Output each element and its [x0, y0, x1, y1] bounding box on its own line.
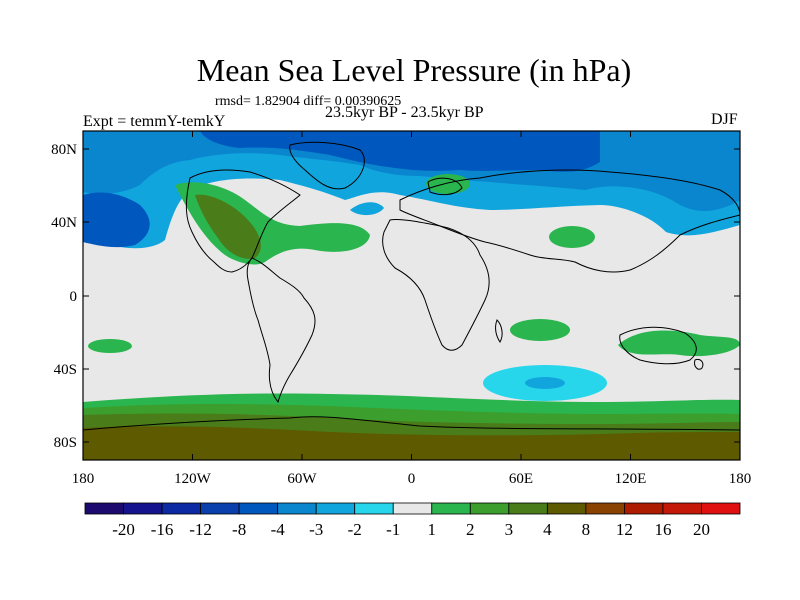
colorbar-swatch	[392, 502, 433, 515]
pressure-field	[83, 131, 740, 460]
period-subtitle: 23.5kyr BP - 23.5kyr BP	[325, 104, 484, 121]
lat-tick-80s: 80S	[54, 435, 77, 451]
stats-subtitle: rmsd= 1.82904 diff= 0.00390625	[215, 94, 402, 109]
colorbar-swatch	[315, 502, 356, 515]
coastlines	[83, 141, 740, 431]
colorbar-label: -16	[151, 520, 174, 539]
experiment-label: Expt = temmY-temkY	[83, 113, 226, 130]
colorbar-label: 12	[616, 520, 633, 539]
colorbar-swatch	[469, 502, 510, 515]
colorbar-swatch	[84, 502, 124, 515]
colorbar-label: -1	[386, 520, 400, 539]
colorbar-swatch	[624, 502, 664, 515]
colorbar-swatch	[123, 502, 163, 515]
southern-indian-low-core	[525, 377, 565, 389]
colorbar-label: 2	[466, 520, 475, 539]
lon-tick-120w: 120W	[174, 471, 212, 487]
north-anomaly-strong	[200, 131, 600, 172]
colorbar-label: -4	[271, 520, 286, 539]
colorbar-label: -3	[309, 520, 323, 539]
lon-tick-60w: 60W	[287, 471, 317, 487]
central-asia-positive	[549, 226, 595, 248]
map-title: Mean Sea Level Pressure (in hPa)	[196, 52, 632, 88]
colorbar-swatch	[701, 502, 741, 515]
north-pacific-low	[83, 192, 150, 248]
lat-tick-40s: 40S	[54, 362, 77, 378]
colorbar-swatch	[354, 502, 394, 515]
atlantic-spot	[350, 202, 384, 216]
colorbar-swatch	[238, 502, 279, 515]
southern-band-8	[83, 426, 740, 460]
colorbar-swatch	[508, 502, 548, 515]
colorbar-label: 1	[428, 520, 437, 539]
south-pacific-positive	[88, 339, 132, 353]
colorbar-label: 8	[582, 520, 591, 539]
colorbar-label: -20	[112, 520, 135, 539]
colorbar-swatch	[161, 502, 201, 515]
colorbar-swatch	[200, 502, 240, 515]
colorbar-swatch	[431, 502, 471, 515]
colorbar-swatch	[585, 502, 625, 515]
colorbar-swatch	[546, 502, 587, 515]
colorbar-swatch	[662, 502, 702, 515]
season-label: DJF	[711, 111, 738, 128]
lon-tick-180-east: 180	[729, 471, 752, 487]
colorbar: -20 -16 -12 -8 -4 -3 -2 -1 1 2 3 4 8 12 16 20	[84, 502, 741, 539]
lat-tick-0: 0	[70, 289, 78, 305]
indian-ocean-positive	[510, 319, 570, 341]
colorbar-label: 4	[543, 520, 552, 539]
colorbar-label: 16	[654, 520, 671, 539]
lat-tick-80n: 80N	[51, 142, 77, 158]
colorbar-label: 20	[693, 520, 710, 539]
colorbar-label: 3	[505, 520, 514, 539]
colorbar-label: -2	[348, 520, 362, 539]
lon-tick-120e: 120E	[615, 471, 647, 487]
latitude-labels: 80N 40N 0 40S 80S	[51, 142, 77, 451]
colorbar-label: -12	[189, 520, 212, 539]
longitude-labels: 180 120W 60W 0 60E 120E 180	[72, 471, 752, 487]
australia-positive	[618, 330, 740, 357]
lat-tick-40n: 40N	[51, 215, 77, 231]
lon-tick-180-west: 180	[72, 471, 95, 487]
north-america-positive-core	[195, 194, 261, 259]
lon-tick-0: 0	[408, 471, 416, 487]
tick-marks	[83, 131, 740, 460]
colorbar-label: -8	[232, 520, 246, 539]
colorbar-swatch	[277, 502, 317, 515]
lon-tick-60e: 60E	[509, 471, 533, 487]
scandinavia-positive	[426, 174, 470, 194]
